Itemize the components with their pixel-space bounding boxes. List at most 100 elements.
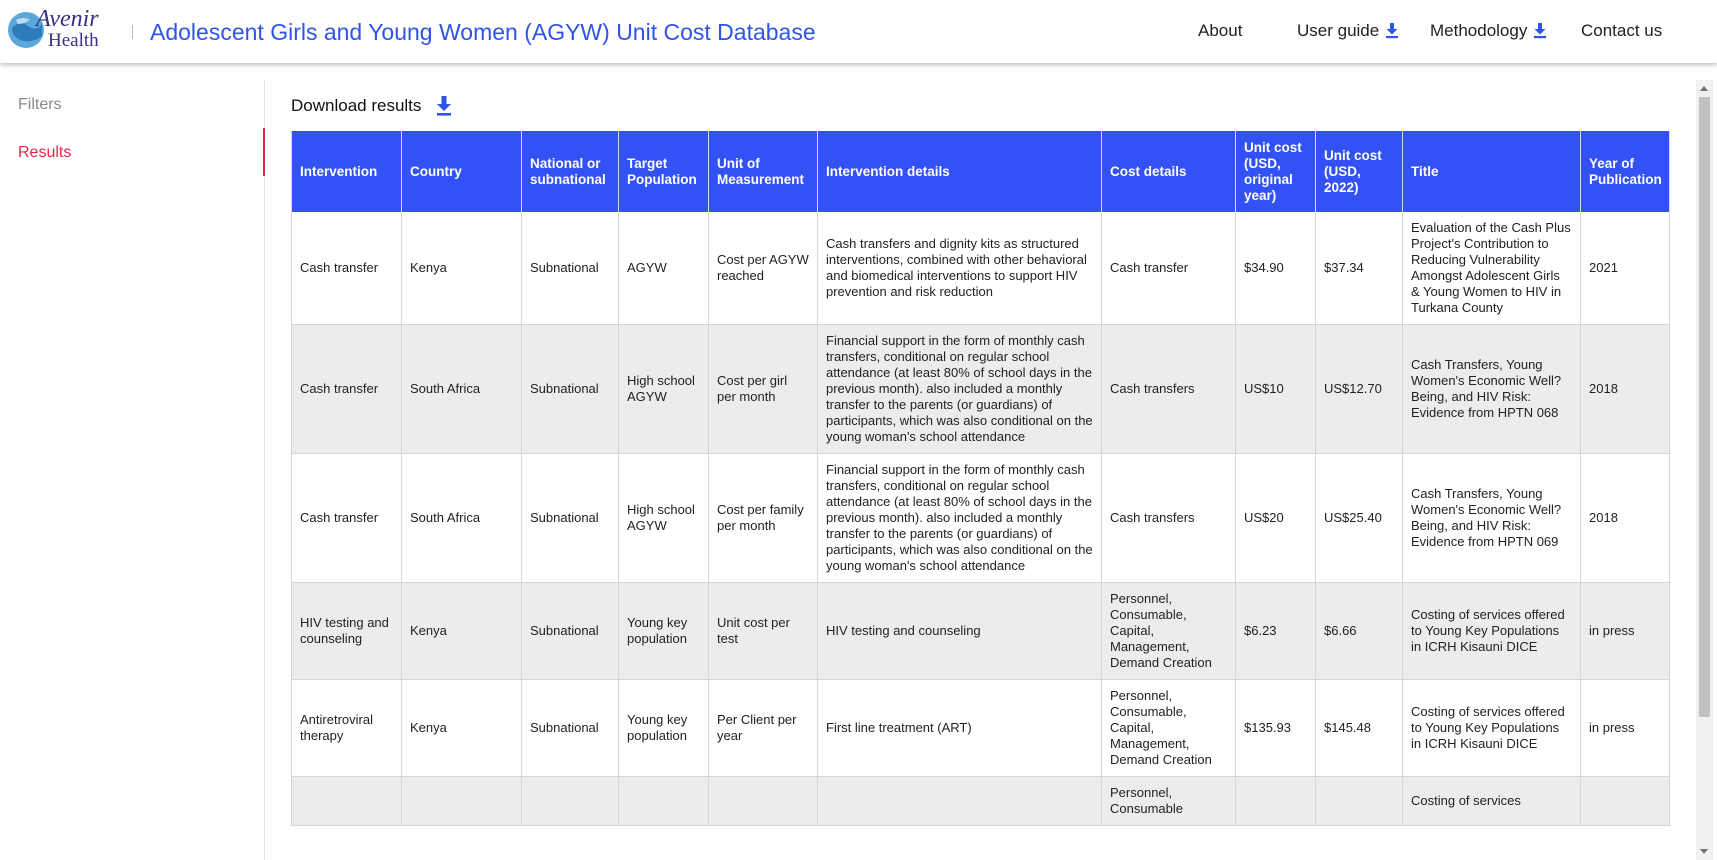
- cell-unit-cost-2022: US$25.40: [1315, 453, 1403, 583]
- logo-globe-icon: Avenir Health: [8, 6, 99, 51]
- logo-text-top: Avenir: [34, 6, 99, 32]
- cell-intervention-details: Cash transfers and dignity kits as struc…: [817, 212, 1102, 325]
- cell-cost-details: Personnel, Consumable, Capital, Manageme…: [1101, 582, 1236, 680]
- cell-title: Cash Transfers, Young Women's Economic W…: [1402, 453, 1581, 583]
- cell-title: Costing of services: [1402, 776, 1581, 826]
- cell-cost-details: Personnel, Consumable: [1101, 776, 1236, 826]
- cell-national-subnational: Subnational: [521, 453, 619, 583]
- cell-title: Costing of services offered to Young Key…: [1402, 679, 1581, 777]
- cell-cost-details: Cash transfers: [1101, 453, 1236, 583]
- cell-intervention-details: First line treatment (ART): [817, 679, 1102, 777]
- scrollbar-thumb[interactable]: [1699, 97, 1710, 717]
- header-year-of-publication: Year of Publication: [1580, 131, 1670, 212]
- cell-unit-of-measurement: Unit cost per test: [708, 582, 818, 680]
- table-row: HIV testing and counseling Kenya Subnation…: [291, 582, 1670, 680]
- logo-text-bottom: Health: [48, 30, 99, 51]
- header-national-subnational: National or subnational: [521, 131, 619, 212]
- table-row: Cash transfer Kenya Subnational AGYW Cost pe…: [291, 212, 1670, 325]
- cell-unit-cost-2022: US$12.70: [1315, 324, 1403, 454]
- cell-title: Evaluation of the Cash Plus Project's Co…: [1402, 212, 1581, 325]
- table-row: Cash transfer South Africa Subnational High…: [291, 324, 1670, 454]
- cell-national-subnational: Subnational: [521, 582, 619, 680]
- cell-unit-of-measurement: Cost per family per month: [708, 453, 818, 583]
- sidebar-active-indicator: [263, 128, 265, 176]
- top-header: Avenir Health Adolescent Girls and Young…: [0, 0, 1717, 63]
- avenir-health-logo[interactable]: Avenir Health: [6, 6, 116, 52]
- cell-country: Kenya: [401, 582, 522, 680]
- table-row: Cash transfer South Africa Subnational High…: [291, 453, 1670, 583]
- cell-target-population: High school AGYW: [618, 453, 709, 583]
- cell-target-population: High school AGYW: [618, 324, 709, 454]
- header-title: Title: [1402, 131, 1581, 212]
- cell-national-subnational: Subnational: [521, 212, 619, 325]
- header-intervention: Intervention: [291, 131, 402, 212]
- sidebar: Filters Results: [0, 80, 265, 860]
- cell-year-of-publication: 2021: [1580, 212, 1670, 325]
- sidebar-item-filters[interactable]: Filters: [18, 96, 62, 113]
- cell-intervention-details: HIV testing and counseling: [817, 582, 1102, 680]
- cell-unit-cost-original: US$10: [1235, 324, 1316, 454]
- cell-unit-cost-2022: $37.34: [1315, 212, 1403, 325]
- cell-intervention: Antiretroviral therapy: [291, 679, 402, 777]
- cell-title: Cash Transfers, Young Women's Economic W…: [1402, 324, 1581, 454]
- cell-unit-cost-2022: $145.48: [1315, 679, 1403, 777]
- nav-about-link[interactable]: About: [1198, 21, 1242, 41]
- cell-intervention-details: Financial support in the form of monthly…: [817, 453, 1102, 583]
- cell-target-population: [618, 776, 709, 826]
- download-results-label: Download results: [291, 96, 422, 115]
- results-table: Intervention Country National or subnation…: [291, 131, 1670, 826]
- cell-intervention-details: [817, 776, 1102, 826]
- cell-intervention: HIV testing and counseling: [291, 582, 402, 680]
- download-results-button[interactable]: Download results: [291, 95, 453, 117]
- cell-intervention-details: Financial support in the form of monthly…: [817, 324, 1102, 454]
- cell-unit-cost-original: [1235, 776, 1316, 826]
- cell-unit-cost-2022: $6.66: [1315, 582, 1403, 680]
- results-table-container: Intervention Country National or subnation…: [291, 131, 1671, 826]
- nav-about-label: About: [1198, 21, 1243, 40]
- cell-target-population: Young key population: [618, 582, 709, 680]
- cell-unit-of-measurement: Cost per girl per month: [708, 324, 818, 454]
- header-intervention-details: Intervention details: [817, 131, 1102, 212]
- cell-intervention: [291, 776, 402, 826]
- cell-country: Kenya: [401, 679, 522, 777]
- cell-year-of-publication: [1580, 776, 1670, 826]
- nav-user-guide-label: User guide: [1297, 21, 1380, 40]
- table-body: Cash transfer Kenya Subnational AGYW Cost pe…: [291, 212, 1670, 826]
- nav-contact-label: Contact us: [1581, 21, 1663, 40]
- cell-unit-of-measurement: Cost per AGYW reached: [708, 212, 818, 325]
- cell-title: Costing of services offered to Young Key…: [1402, 582, 1581, 680]
- cell-intervention: Cash transfer: [291, 212, 402, 325]
- header-cost-details: Cost details: [1101, 131, 1236, 212]
- cell-country: Kenya: [401, 212, 522, 325]
- header-unit-cost-2022: Unit cost (USD, 2022): [1315, 131, 1403, 212]
- nav-contact-link[interactable]: Contact us: [1581, 21, 1662, 41]
- table-row: Personnel, Consumable Costing of services: [291, 776, 1670, 826]
- cell-cost-details: Personnel, Consumable, Capital, Manageme…: [1101, 679, 1236, 777]
- cell-year-of-publication: 2018: [1580, 324, 1670, 454]
- nav-user-guide-link[interactable]: User guide: [1297, 21, 1399, 41]
- cell-country: South Africa: [401, 453, 522, 583]
- cell-year-of-publication: 2018: [1580, 453, 1670, 583]
- cell-unit-cost-original: US$20: [1235, 453, 1316, 583]
- cell-country: [401, 776, 522, 826]
- page-title: Adolescent Girls and Young Women (AGYW) …: [150, 19, 816, 45]
- nav-methodology-label: Methodology: [1430, 21, 1528, 40]
- header-country: Country: [401, 131, 522, 212]
- cell-unit-cost-2022: [1315, 776, 1403, 826]
- sidebar-item-results[interactable]: Results: [18, 144, 72, 161]
- header-unit-of-measurement: Unit of Measurement: [708, 131, 818, 212]
- cell-target-population: Young key population: [618, 679, 709, 777]
- cell-intervention: Cash transfer: [291, 453, 402, 583]
- results-panel: Download results Intervention Country Nati…: [266, 80, 1696, 860]
- cell-unit-of-measurement: [708, 776, 818, 826]
- cell-intervention: Cash transfer: [291, 324, 402, 454]
- cell-unit-cost-original: $135.93: [1235, 679, 1316, 777]
- table-row: Antiretroviral therapy Kenya Subnational Yo…: [291, 679, 1670, 777]
- scroll-up-arrow-icon[interactable]: [1700, 86, 1708, 91]
- vertical-scrollbar[interactable]: [1696, 80, 1713, 860]
- header-target-population: Target Population: [618, 131, 709, 212]
- cell-cost-details: Cash transfer: [1101, 212, 1236, 325]
- cell-cost-details: Cash transfers: [1101, 324, 1236, 454]
- scroll-down-arrow-icon[interactable]: [1700, 849, 1708, 854]
- nav-methodology-link[interactable]: Methodology: [1430, 21, 1547, 41]
